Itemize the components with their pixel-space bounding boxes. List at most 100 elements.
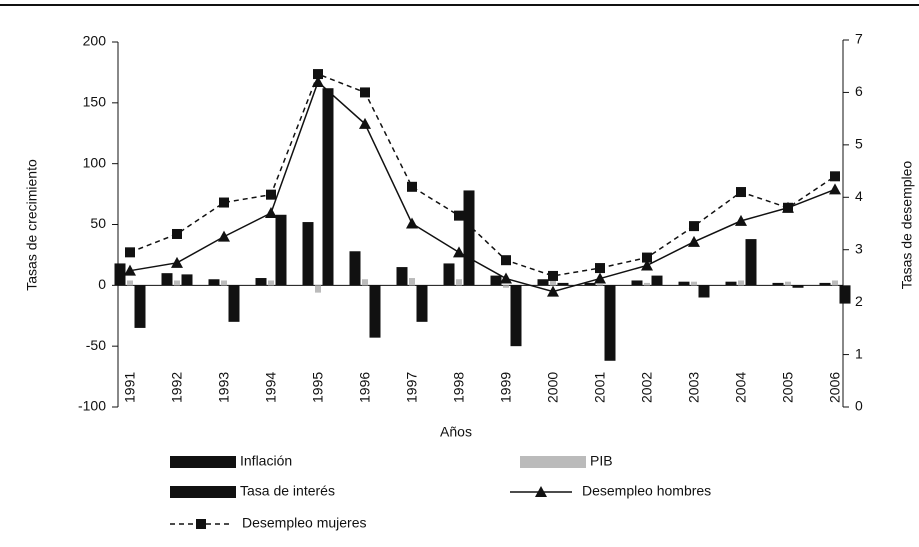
x-tick-label: 2003 xyxy=(686,372,702,403)
bar xyxy=(819,282,831,286)
bar xyxy=(651,275,663,286)
y2-tick-label: 3 xyxy=(855,240,863,256)
marker xyxy=(735,214,747,226)
x-tick-label: 2005 xyxy=(780,372,796,403)
bar xyxy=(302,222,314,286)
marker xyxy=(407,181,417,192)
marker xyxy=(642,252,652,263)
x-tick-label: 2004 xyxy=(733,372,749,403)
y-tick-label: 200 xyxy=(83,33,107,49)
marker xyxy=(312,75,324,87)
bar xyxy=(208,279,220,286)
bar xyxy=(174,280,180,286)
y2-tick-label: 6 xyxy=(855,83,863,99)
marker xyxy=(313,69,323,80)
y2-tick-label: 5 xyxy=(855,136,863,152)
legend-label: Tasa de interés xyxy=(240,483,335,499)
line xyxy=(129,73,836,277)
bar xyxy=(644,282,650,286)
bar xyxy=(463,190,475,286)
x-tick-label: 1998 xyxy=(451,372,467,403)
x-tick-label: 1997 xyxy=(404,372,420,403)
y-tick-label: -100 xyxy=(78,398,106,414)
marker xyxy=(641,259,653,271)
y-tick-label: -50 xyxy=(86,337,106,353)
legend-marker xyxy=(535,486,547,497)
bar xyxy=(772,282,784,286)
marker xyxy=(171,256,183,268)
legend-swatch xyxy=(520,456,586,468)
bar xyxy=(416,285,428,322)
marker xyxy=(265,207,277,219)
bar xyxy=(597,284,603,286)
y2-tick-label: 4 xyxy=(855,188,863,204)
x-tick-label: 1996 xyxy=(357,372,373,403)
bar xyxy=(738,280,744,286)
marker xyxy=(548,270,558,281)
bar xyxy=(725,281,737,286)
legend-marker xyxy=(196,519,206,529)
y-tick-label: 0 xyxy=(98,276,106,292)
marker xyxy=(783,202,793,213)
y2-axis-label: Tasas de desempleo xyxy=(899,161,915,290)
y-tick-label: 150 xyxy=(83,94,107,110)
y2-tick-label: 2 xyxy=(855,293,863,309)
bar xyxy=(490,275,502,286)
legend-swatch xyxy=(170,486,236,498)
bar xyxy=(221,280,227,286)
bar xyxy=(396,267,408,286)
marker xyxy=(500,272,512,284)
marker xyxy=(736,187,746,198)
bar xyxy=(550,280,556,286)
marker xyxy=(219,197,229,208)
bar xyxy=(127,280,133,286)
marker xyxy=(830,171,840,182)
x-tick-label: 1999 xyxy=(498,372,514,403)
x-axis-label: Años xyxy=(440,424,472,440)
marker xyxy=(547,285,559,297)
x-tick-label: 1994 xyxy=(263,372,279,403)
bar xyxy=(604,285,616,361)
bar xyxy=(792,285,804,288)
bar xyxy=(832,280,838,286)
bar xyxy=(510,285,522,347)
marker xyxy=(501,255,511,266)
bar xyxy=(456,279,462,286)
marker xyxy=(689,221,699,232)
marker xyxy=(406,217,418,229)
legend-label: PIB xyxy=(590,453,613,469)
y-axis-label: Tasas de crecimiento xyxy=(24,159,40,291)
bar xyxy=(584,282,596,286)
marker xyxy=(359,117,371,129)
bar xyxy=(362,279,368,286)
bar xyxy=(181,274,193,286)
x-tick-label: 2000 xyxy=(545,372,561,403)
y2-tick-label: 0 xyxy=(855,398,863,414)
bar xyxy=(537,279,549,286)
bar xyxy=(691,281,697,286)
bar xyxy=(745,239,757,286)
bar xyxy=(698,285,710,298)
bar xyxy=(349,251,361,286)
legend-swatch xyxy=(170,456,236,468)
x-tick-label: 1991 xyxy=(122,372,138,403)
y-tick-label: 50 xyxy=(90,215,106,231)
bar xyxy=(161,273,173,286)
marker xyxy=(266,189,276,200)
bar xyxy=(557,282,569,286)
line xyxy=(129,80,836,293)
y2-tick-label: 1 xyxy=(855,345,863,361)
marker xyxy=(172,228,182,239)
bar xyxy=(443,263,455,286)
bar xyxy=(315,285,321,293)
x-tick-label: 2006 xyxy=(827,372,843,403)
bar xyxy=(678,281,690,286)
x-tick-label: 2002 xyxy=(639,372,655,403)
bar xyxy=(134,285,146,328)
legend-label: Inflación xyxy=(240,453,292,469)
marker xyxy=(125,247,135,258)
y2-tick-label: 7 xyxy=(855,31,863,47)
bar xyxy=(839,285,851,304)
bar xyxy=(503,285,509,288)
